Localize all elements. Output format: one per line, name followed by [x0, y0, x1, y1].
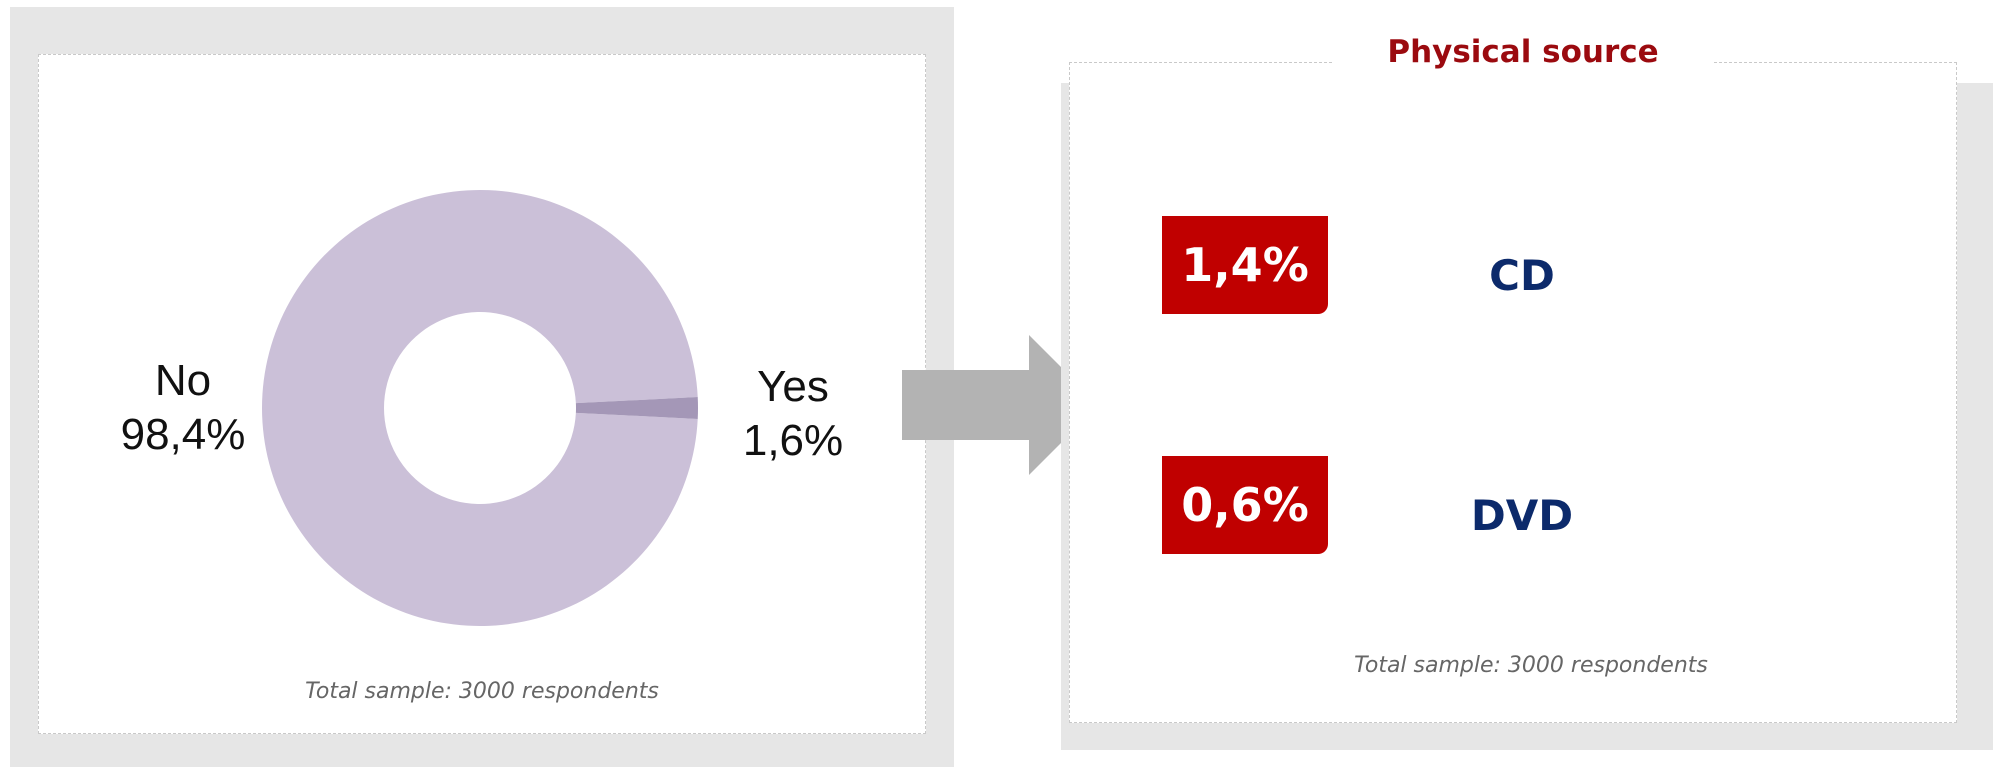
right-sample-note: Total sample: 3000 respondents	[1354, 653, 1708, 678]
dvd-percentage-badge: 0,6%	[1162, 456, 1328, 554]
physical-source-panel	[1069, 62, 1957, 723]
physical-source-title: Physical source	[1333, 30, 1713, 74]
donut-label-yes: Yes 1,6%	[683, 360, 903, 468]
cd-label: CD	[1489, 251, 1555, 300]
right-arrow-icon	[902, 335, 1099, 475]
arrow-shape	[902, 335, 1099, 475]
donut-label-yes-value: 1,6%	[742, 416, 844, 465]
donut-label-yes-name: Yes	[757, 362, 829, 411]
left-sample-note: Total sample: 3000 respondents	[305, 679, 659, 704]
donut-label-no: No 98,4%	[73, 354, 293, 462]
donut-chart	[262, 189, 698, 626]
donut-slice-yes	[575, 397, 698, 419]
dvd-label: DVD	[1470, 491, 1574, 540]
donut-slice-no	[262, 189, 698, 626]
donut-label-no-value: 98,4%	[120, 410, 246, 459]
donut-label-no-name: No	[154, 356, 212, 405]
cd-percentage-badge: 1,4%	[1162, 216, 1328, 314]
